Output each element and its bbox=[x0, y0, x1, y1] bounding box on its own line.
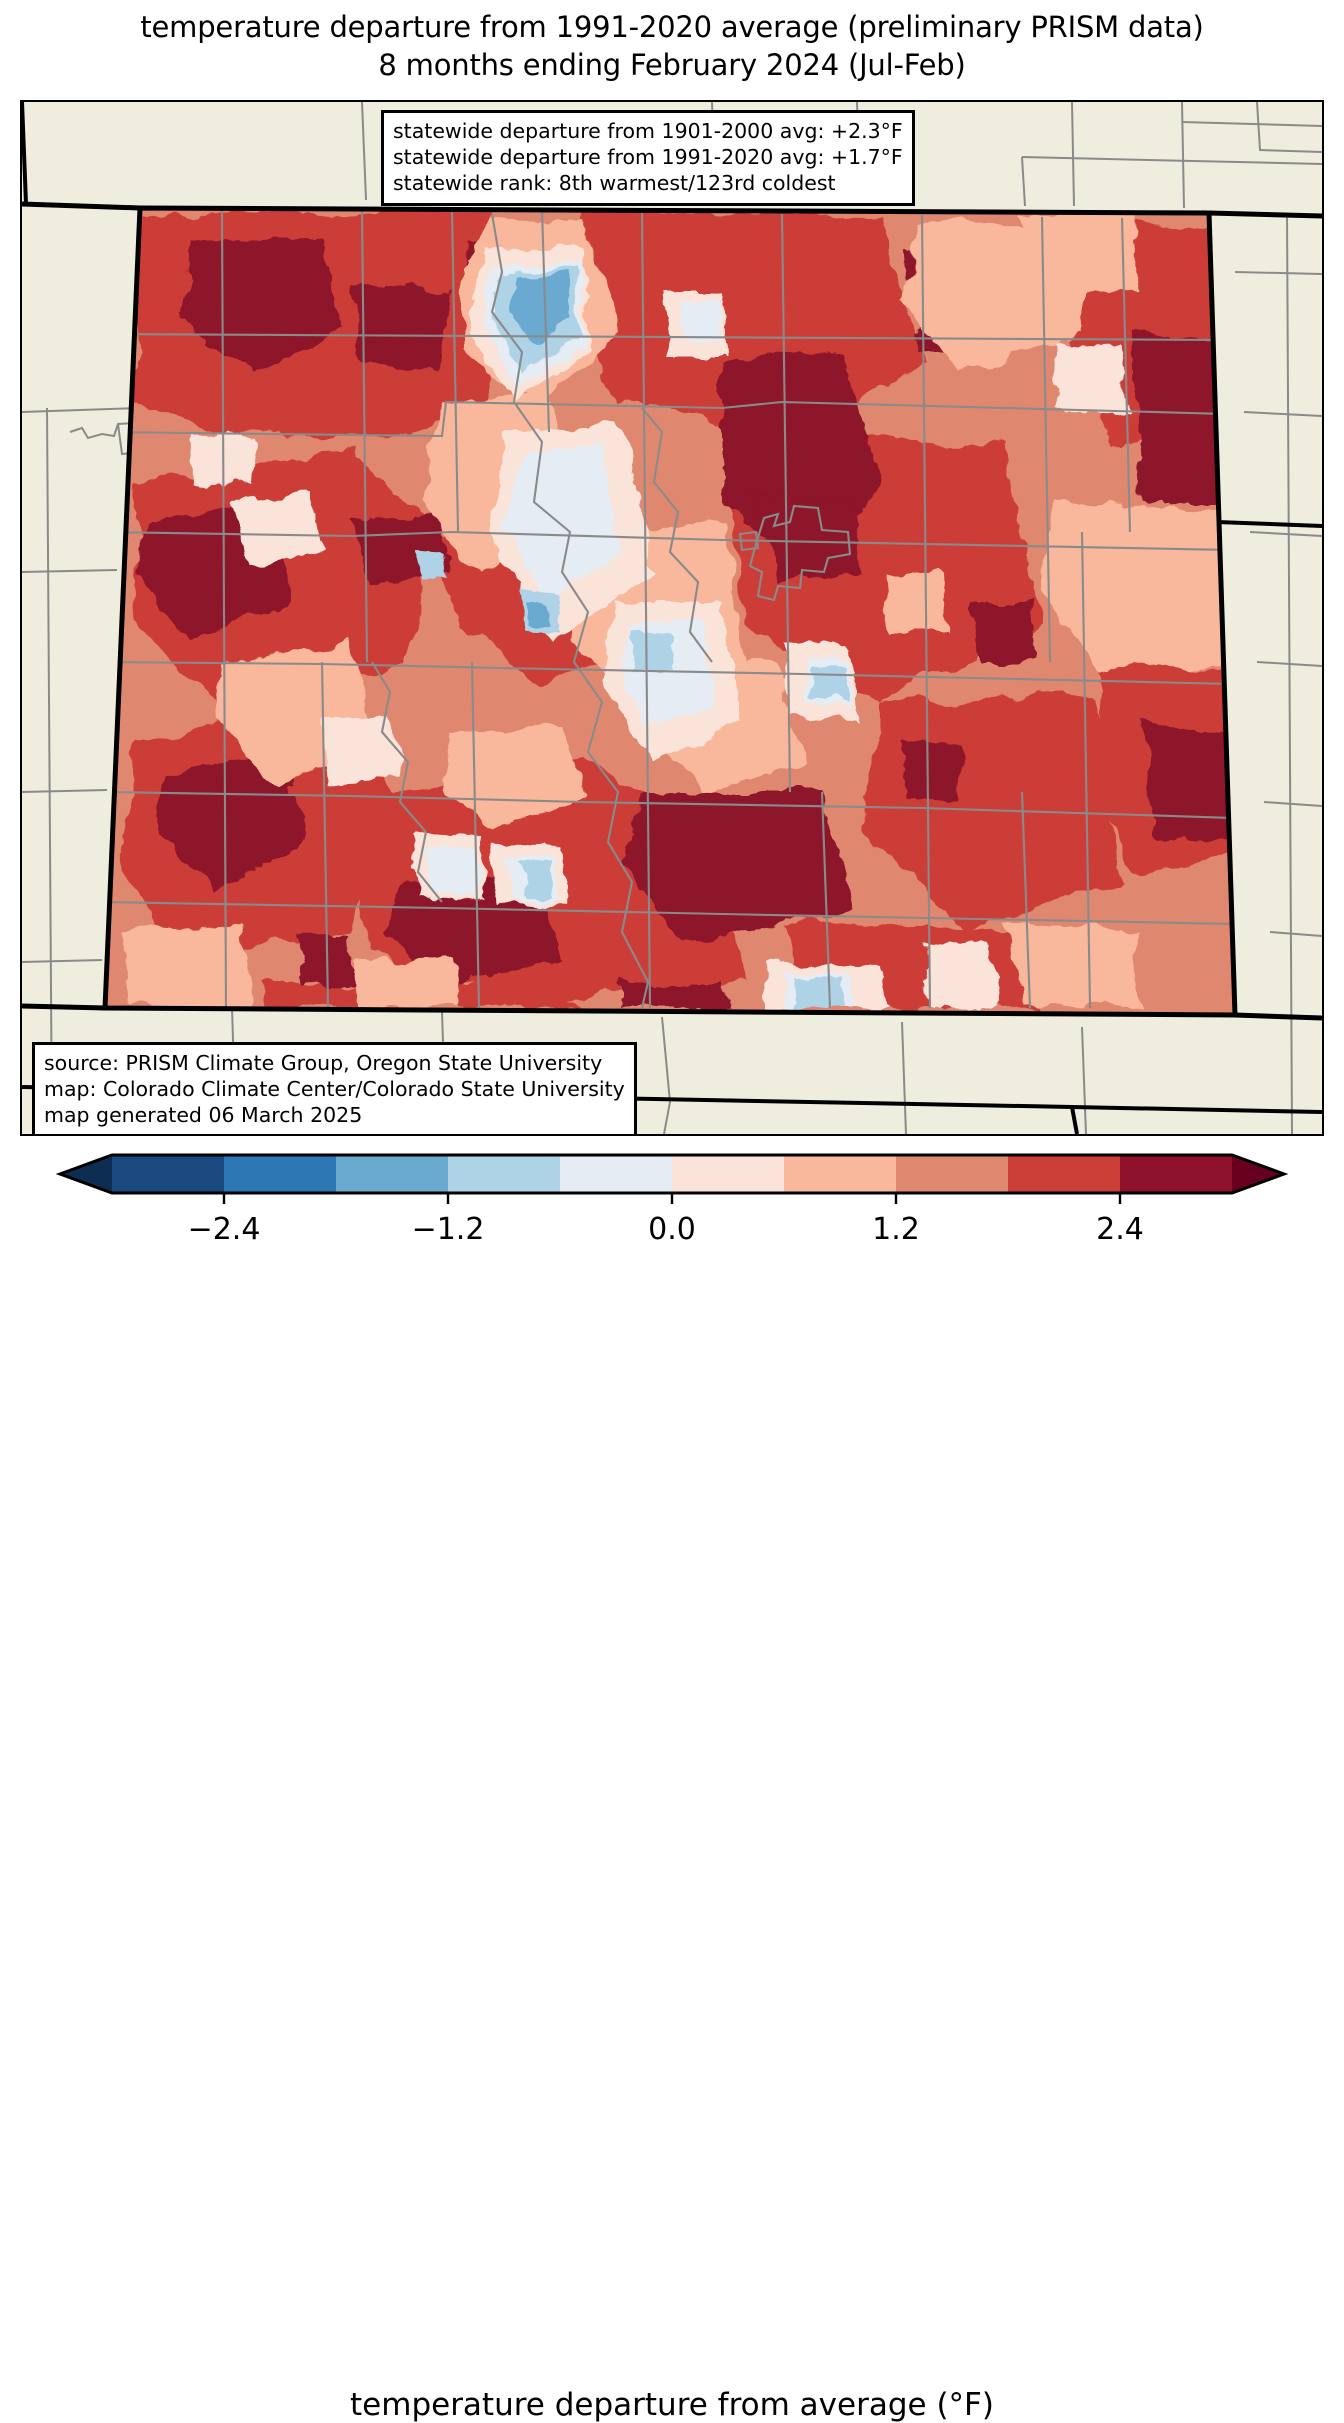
title-line-2: 8 months ending February 2024 (Jul-Feb) bbox=[378, 48, 966, 82]
colorbar-panel: −2.4 −1.2 0.0 1.2 2.4 temperature departure … bbox=[0, 1145, 1344, 2423]
colorbar-band-3 bbox=[448, 1155, 561, 1193]
source-attribution-box: source: PRISM Climate Group, Oregon Stat… bbox=[32, 1042, 637, 1134]
colorbar-band-9 bbox=[1120, 1155, 1233, 1193]
colorbar-band-5 bbox=[672, 1155, 785, 1193]
stat-statewide-rank: statewide rank: 8th warmest/123rd coldes… bbox=[393, 171, 836, 195]
colorbar-bands bbox=[55, 1153, 1289, 1195]
colorbar-ticks bbox=[222, 1193, 1122, 1204]
map-generated-line: map generated 06 March 2025 bbox=[44, 1103, 363, 1127]
colorbar-band-2 bbox=[336, 1155, 449, 1193]
colorbar-band-4 bbox=[560, 1155, 673, 1193]
colorbar-tick-label-1: −1.2 bbox=[412, 1212, 485, 1247]
colorbar-tick-label-2: 0.0 bbox=[648, 1212, 696, 1247]
colorbar-band-7 bbox=[896, 1155, 1009, 1193]
colorbar-axis-title: temperature departure from average (°F) bbox=[350, 2387, 994, 2423]
colorbar-over-arrow bbox=[1232, 1155, 1284, 1193]
colorbar-under-arrow bbox=[60, 1155, 112, 1193]
colorbar-tick-label-3: 1.2 bbox=[872, 1212, 920, 1247]
colorbar-outline bbox=[55, 1153, 1289, 1195]
colorado-county-lines bbox=[105, 209, 1235, 1009]
temperature-contour-layer bbox=[105, 208, 1235, 1015]
source-line: source: PRISM Climate Group, Oregon Stat… bbox=[44, 1051, 603, 1075]
colorbar-band-1 bbox=[224, 1155, 337, 1193]
statewide-statistics-box: statewide departure from 1901-2000 avg: … bbox=[381, 110, 915, 206]
map-credit-line: map: Colorado Climate Center/Colorado St… bbox=[44, 1077, 625, 1101]
colorbar-band-8 bbox=[1008, 1155, 1121, 1193]
colorbar-tick-label-0: −2.4 bbox=[188, 1212, 261, 1247]
title-line-1: temperature departure from 1991-2020 ave… bbox=[140, 10, 1204, 44]
page-title: temperature departure from 1991-2020 ave… bbox=[0, 8, 1344, 84]
colorbar-band-6 bbox=[784, 1155, 897, 1193]
colorbar-tick-labels: −2.4 −1.2 0.0 1.2 2.4 bbox=[188, 1212, 1144, 1247]
colorbar-tick-label-4: 2.4 bbox=[1096, 1212, 1144, 1247]
stat-departure-1991-2020: statewide departure from 1991-2020 avg: … bbox=[393, 145, 903, 169]
stat-departure-1901-2000: statewide departure from 1901-2000 avg: … bbox=[393, 119, 903, 143]
colorbar: −2.4 −1.2 0.0 1.2 2.4 bbox=[55, 1153, 1289, 1247]
map-panel: statewide departure from 1901-2000 avg: … bbox=[20, 100, 1324, 1136]
colorado-temperature-departure-map bbox=[22, 102, 1322, 1134]
colorbar-band-0 bbox=[112, 1155, 225, 1193]
